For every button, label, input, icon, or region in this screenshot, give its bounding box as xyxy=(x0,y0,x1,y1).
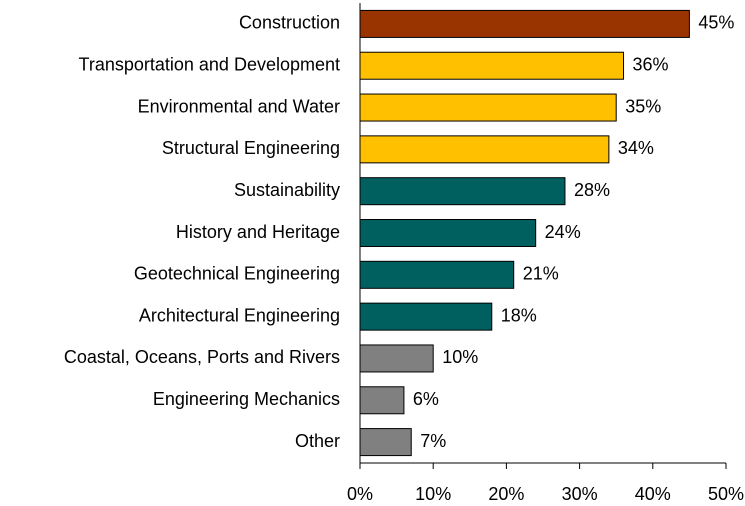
value-label: 28% xyxy=(574,180,610,200)
bar xyxy=(359,260,515,289)
value-label: 34% xyxy=(618,138,654,158)
value-label: 6% xyxy=(413,389,439,409)
bar xyxy=(359,135,610,164)
category-label: Transportation and Development xyxy=(79,54,340,74)
x-tick-label: 50% xyxy=(708,484,744,504)
bar xyxy=(359,9,690,38)
category-label: Sustainability xyxy=(234,180,340,200)
category-label: Environmental and Water xyxy=(138,96,340,116)
bar xyxy=(359,177,566,206)
bar xyxy=(359,219,537,247)
value-label: 18% xyxy=(501,305,537,325)
bar xyxy=(359,93,617,122)
x-tick-label: 0% xyxy=(347,484,373,504)
category-label: Other xyxy=(295,431,340,451)
x-tick-label: 10% xyxy=(415,484,451,504)
bar xyxy=(359,302,493,331)
bar xyxy=(359,344,434,373)
bar xyxy=(359,386,405,415)
x-tick-label: 30% xyxy=(562,484,598,504)
value-label: 24% xyxy=(545,222,581,242)
value-label: 21% xyxy=(523,264,559,284)
value-label: 36% xyxy=(633,54,669,74)
category-label: History and Heritage xyxy=(176,222,340,242)
bar xyxy=(359,428,412,457)
value-label: 10% xyxy=(442,347,478,367)
value-label: 45% xyxy=(698,13,734,33)
category-label: Architectural Engineering xyxy=(139,305,340,325)
x-tick-label: 40% xyxy=(635,484,671,504)
value-label: 35% xyxy=(625,96,661,116)
x-tick-label: 20% xyxy=(488,484,524,504)
category-label: Coastal, Oceans, Ports and Rivers xyxy=(64,347,340,367)
category-label: Structural Engineering xyxy=(162,138,340,158)
category-label: Construction xyxy=(239,13,340,33)
value-label: 7% xyxy=(420,431,446,451)
category-label: Geotechnical Engineering xyxy=(134,264,340,284)
category-label: Engineering Mechanics xyxy=(153,389,340,409)
bar xyxy=(359,51,625,80)
